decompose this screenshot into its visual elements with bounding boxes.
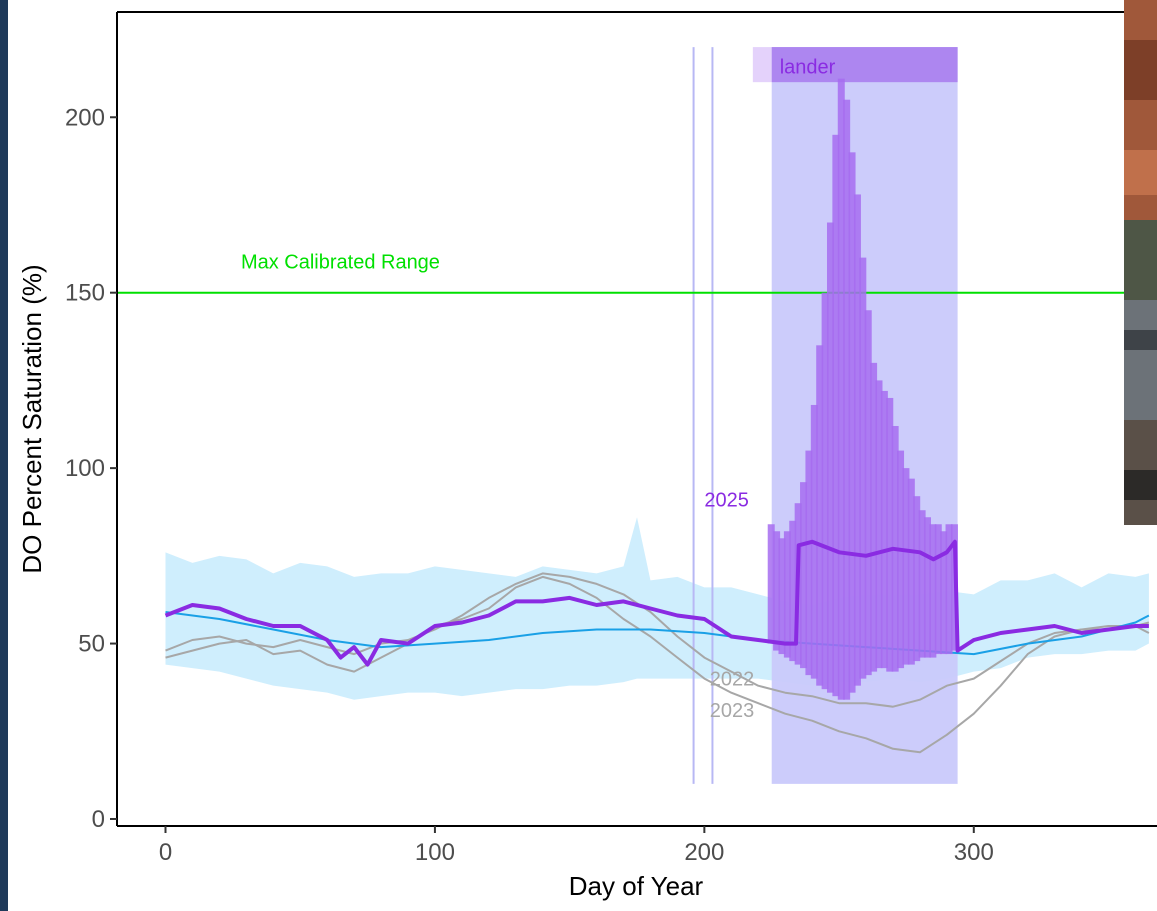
mean-line	[165, 611, 1150, 656]
lander-bar	[853, 194, 861, 686]
lander-label: lander	[780, 56, 836, 78]
left-edge-strip	[0, 0, 8, 911]
lander-bar	[880, 390, 888, 669]
highlight-line	[164, 539, 1149, 667]
lander-bar	[778, 538, 786, 655]
lander-bar	[940, 531, 948, 655]
threshold-label: Max Calibrated Range	[241, 252, 440, 274]
photo-inset-image	[1124, 0, 1157, 525]
series-line-mean	[165, 611, 1150, 656]
lander-bar	[843, 99, 851, 700]
lander-bar	[907, 478, 915, 665]
series-label-2025: 2025	[704, 490, 749, 512]
lander-bar	[800, 482, 808, 669]
lander-bar	[837, 78, 845, 700]
lander-bar	[821, 292, 829, 690]
lander-bar	[767, 524, 775, 644]
y-tick-label: 150	[65, 280, 105, 307]
lander-bar	[870, 362, 878, 672]
lander-bar	[923, 517, 931, 658]
x-tick-label: 100	[415, 839, 455, 866]
lander-bar	[929, 524, 937, 658]
series-line-2023	[165, 575, 1150, 754]
lander-bar	[945, 524, 953, 655]
x-axis-title: Day of Year	[569, 871, 704, 901]
y-tick-label: 50	[78, 631, 105, 658]
y-axis-title: DO Percent Saturation (%)	[17, 264, 47, 573]
x-tick-label: 300	[954, 839, 994, 866]
lander-bar	[934, 524, 942, 655]
y-tick-label: 200	[65, 104, 105, 131]
series-line-2025	[164, 539, 1149, 667]
y-tick-label: 0	[92, 806, 105, 833]
lander-bar	[886, 397, 894, 672]
lander-bar	[864, 310, 872, 676]
photo-inset	[1124, 0, 1157, 525]
lander-label-box-light	[752, 47, 772, 83]
lander-bar	[805, 450, 813, 676]
axes: 0 50 100 150 200 0 100 200 300	[65, 11, 1157, 866]
lander-bar	[773, 531, 781, 651]
lander-bar	[816, 345, 824, 686]
lander-bar	[789, 520, 797, 662]
lander-bar	[848, 152, 856, 693]
lander-bar	[913, 496, 921, 662]
lander-bar	[875, 380, 883, 669]
x-tick-label: 0	[159, 839, 172, 866]
series-label-2022: 2022	[710, 669, 755, 691]
lander-bar	[783, 531, 791, 658]
chart-text: Day of Year DO Percent Saturation (%) Max …	[17, 56, 836, 901]
lander-bar	[902, 468, 910, 665]
lander-bar	[859, 257, 867, 679]
series-label-2023: 2023	[710, 700, 755, 722]
lander-bar	[897, 450, 905, 669]
x-tick-label: 200	[684, 839, 724, 866]
lander-bar	[918, 510, 926, 658]
y-tick-label: 100	[65, 455, 105, 482]
lander-bar	[826, 222, 834, 693]
lander-label-box	[771, 47, 958, 83]
lander-bar	[832, 134, 840, 697]
